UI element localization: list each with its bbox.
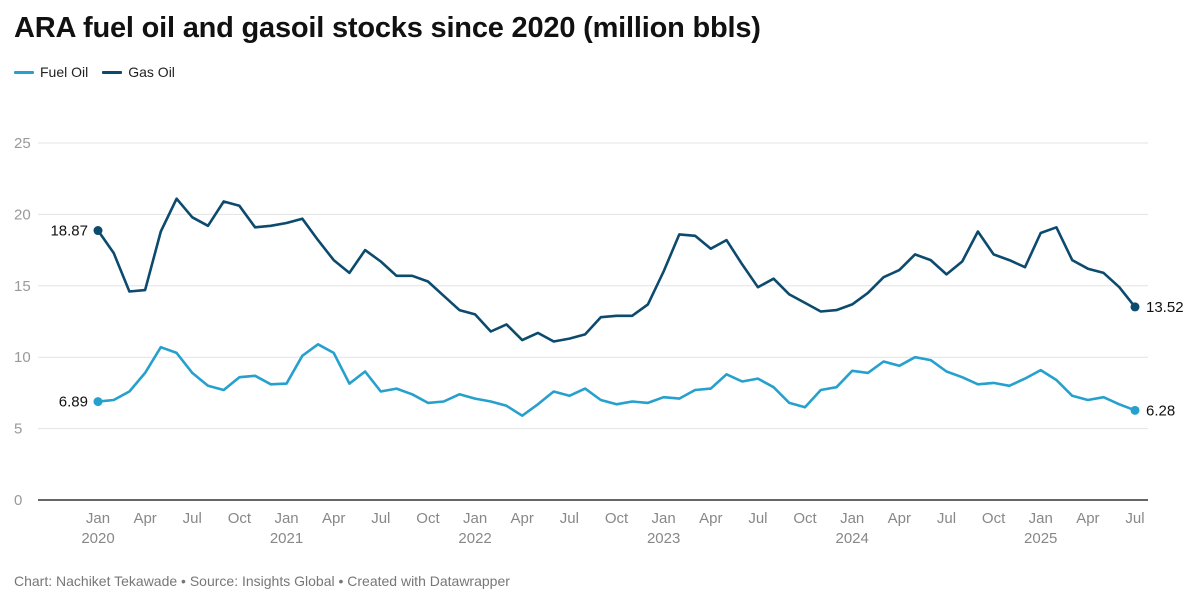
legend-item-gas-oil: Gas Oil xyxy=(102,64,175,80)
x-tick-label: Apr xyxy=(1076,510,1099,527)
x-tick-label: Jan xyxy=(86,510,110,527)
x-tick-label: Jan xyxy=(1029,510,1053,527)
x-tick-label: Oct xyxy=(605,510,629,527)
legend-label-gas-oil: Gas Oil xyxy=(128,64,175,80)
series-line-fuel-oil xyxy=(96,342,1137,418)
y-tick-label: 10 xyxy=(14,349,31,366)
start-value-label-gas-oil: 18.87 xyxy=(50,223,88,240)
x-tick-year-label: 2021 xyxy=(270,530,303,547)
start-value-label-fuel-oil: 6.89 xyxy=(59,394,88,411)
x-tick-label: Oct xyxy=(982,510,1006,527)
x-tick-label: Jul xyxy=(1125,510,1144,527)
x-tick-year-label: 2023 xyxy=(647,530,680,547)
start-point-gas-oil xyxy=(93,226,103,236)
x-tick-label: Oct xyxy=(793,510,817,527)
x-tick-label: Oct xyxy=(416,510,440,527)
y-tick-label: 0 xyxy=(14,492,22,509)
x-tick-label: Oct xyxy=(228,510,252,527)
chart-legend: Fuel Oil Gas Oil xyxy=(14,64,175,80)
y-tick-label: 5 xyxy=(14,421,22,438)
x-tick-year-label: 2025 xyxy=(1024,530,1057,547)
end-value-label-gas-oil: 13.52 xyxy=(1146,299,1184,316)
x-tick-label: Jan xyxy=(274,510,298,527)
legend-swatch-gas-oil xyxy=(102,70,123,74)
x-tick-label: Jul xyxy=(560,510,579,527)
y-tick-label: 20 xyxy=(14,206,31,223)
start-point-fuel-oil xyxy=(93,397,103,407)
x-tick-label: Apr xyxy=(322,510,345,527)
x-tick-label: Jul xyxy=(183,510,202,527)
x-tick-label: Jan xyxy=(463,510,487,527)
y-tick-label: 15 xyxy=(14,278,31,295)
x-tick-label: Jan xyxy=(840,510,864,527)
x-tick-label: Apr xyxy=(133,510,156,527)
x-tick-year-label: 2024 xyxy=(835,530,868,547)
legend-label-fuel-oil: Fuel Oil xyxy=(40,64,89,80)
end-value-label-fuel-oil: 6.28 xyxy=(1146,402,1175,419)
legend-item-fuel-oil: Fuel Oil xyxy=(14,64,88,80)
x-tick-label: Jan xyxy=(652,510,676,527)
x-tick-label: Jul xyxy=(371,510,390,527)
x-tick-label: Jul xyxy=(748,510,767,527)
y-tick-label: 25 xyxy=(14,135,31,152)
series-line-gas-oil xyxy=(96,197,1137,343)
x-tick-year-label: 2022 xyxy=(458,530,491,547)
x-tick-label: Apr xyxy=(888,510,911,527)
x-tick-year-label: 2020 xyxy=(81,530,114,547)
x-tick-label: Jul xyxy=(937,510,956,527)
end-point-gas-oil xyxy=(1130,302,1140,312)
x-tick-label: Apr xyxy=(699,510,722,527)
end-point-fuel-oil xyxy=(1130,405,1140,415)
x-tick-label: Apr xyxy=(511,510,534,527)
chart-footer: Chart: Nachiket Tekawade • Source: Insig… xyxy=(14,573,510,589)
chart-title: ARA fuel oil and gasoil stocks since 202… xyxy=(14,12,761,44)
legend-swatch-fuel-oil xyxy=(14,70,34,74)
